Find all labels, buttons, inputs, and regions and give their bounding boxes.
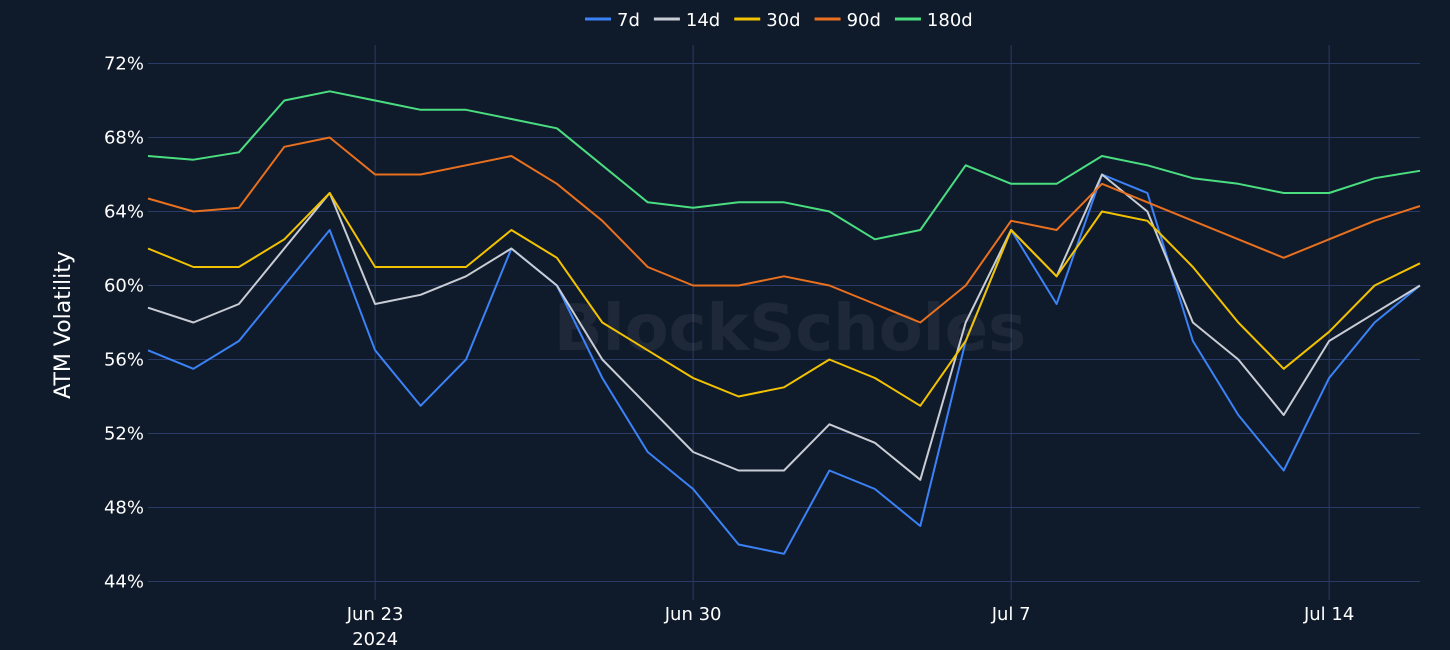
series-line-90d: [147, 136, 1421, 324]
y-tick-label: 68%: [104, 128, 144, 149]
grid: [148, 45, 1420, 600]
y-tick-label: 56%: [104, 350, 144, 371]
x-tick-year-label: 2024: [352, 629, 398, 650]
series-line-180d: [147, 90, 1421, 241]
legend-label-180d: 180d: [927, 10, 973, 31]
x-axis-ticks: Jun 23 2024 Jun 30 Jul 7 Jul 14: [346, 604, 1355, 650]
x-tick-label: Jul 7: [991, 604, 1031, 625]
series-line-7d: [147, 173, 1421, 555]
watermark: BlockScholes: [554, 292, 1026, 366]
y-axis-ticks: 44% 48% 52% 56% 60% 64% 68% 72%: [104, 54, 144, 593]
x-tick-label: Jun 30: [664, 604, 722, 625]
y-axis-label: ATM Volatility: [51, 251, 76, 399]
y-tick-label: 60%: [104, 276, 144, 297]
legend-label-30d: 30d: [766, 10, 800, 31]
x-tick-label: Jun 23: [346, 604, 404, 625]
x-tick-label: Jul 14: [1303, 604, 1354, 625]
y-tick-label: 48%: [104, 498, 144, 519]
y-tick-label: 72%: [104, 54, 144, 75]
series-line-30d: [147, 192, 1421, 407]
legend: 7d 14d 30d 90d 180d: [585, 10, 973, 31]
y-tick-label: 52%: [104, 424, 144, 445]
y-tick-label: 44%: [104, 572, 144, 593]
legend-label-90d: 90d: [847, 10, 881, 31]
legend-label-7d: 7d: [617, 10, 640, 31]
series-lines: [147, 90, 1421, 555]
series-line-14d: [147, 173, 1421, 481]
legend-label-14d: 14d: [686, 10, 720, 31]
y-tick-label: 64%: [104, 202, 144, 223]
